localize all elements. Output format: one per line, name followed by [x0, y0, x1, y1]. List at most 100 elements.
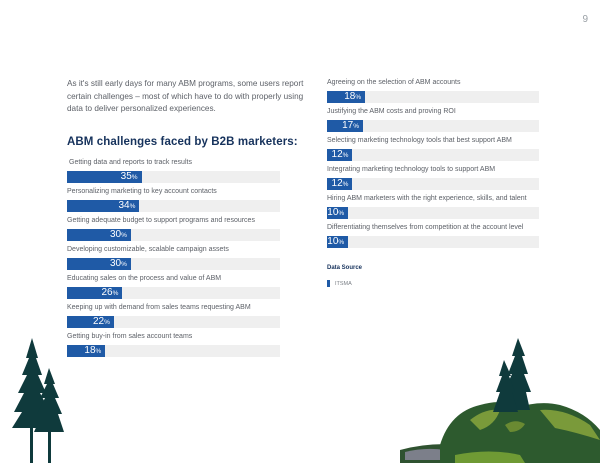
bar-category-label: Getting data and reports to track result…: [69, 159, 192, 166]
bar-value-label: 12%: [332, 178, 349, 190]
bar-value-number: 22: [92, 316, 105, 327]
data-source-entry: ITSMA: [327, 280, 362, 287]
bar-value-percent-sign: %: [342, 152, 349, 159]
bar-value-label: 34%: [119, 200, 136, 212]
bar-value-number: 30: [109, 229, 122, 240]
bar-item: Educating sales on the process and value…: [67, 274, 280, 303]
bar-fill: 12%: [327, 149, 353, 161]
bar-value-percent-sign: %: [121, 261, 127, 268]
bar-category-label: Justifying the ABM costs and proving ROI: [327, 108, 456, 115]
bar-track: 10%: [327, 207, 539, 219]
bar-fill: 10%: [327, 207, 349, 219]
bar-value-label: 17%: [342, 120, 359, 132]
bar-value-percent-sign: %: [121, 232, 127, 239]
bar-value-label: 26%: [101, 287, 118, 299]
bar-fill: 22%: [67, 316, 114, 328]
bar-value-number: 30: [109, 258, 122, 269]
bar-item: Getting adequate budget to support progr…: [67, 216, 280, 245]
bar-item: Differentiating themselves from competit…: [327, 223, 539, 252]
bar-value-number: 10: [327, 207, 339, 218]
bar-item: Getting data and reports to track result…: [67, 158, 280, 187]
bar-track: 30%: [67, 229, 280, 241]
hill-illustration: [400, 402, 600, 463]
bar-track: 22%: [67, 316, 280, 328]
bar-chart-left-column: Getting data and reports to track result…: [67, 158, 280, 361]
bar-category-label: Agreeing on the selection of ABM account…: [327, 79, 461, 86]
bar-track: 10%: [327, 236, 539, 248]
data-source: Data Source ITSMA: [327, 265, 362, 287]
bar-category-label: Personalizing marketing to key account c…: [67, 188, 217, 195]
bar-chart-right-column: Agreeing on the selection of ABM account…: [327, 78, 539, 252]
left-trees-illustration: [12, 338, 64, 463]
bar-category-label: Developing customizable, scalable campai…: [67, 246, 229, 253]
right-trees-illustration: [493, 338, 531, 412]
bar-item: Keeping up with demand from sales teams …: [67, 303, 280, 332]
bar-value-label: 30%: [110, 258, 127, 270]
bar-value-number: 18: [344, 91, 356, 102]
intro-paragraph: As it's still early days for many ABM pr…: [67, 79, 304, 114]
bar-value-number: 35: [120, 171, 132, 182]
bar-value-label: 22%: [93, 316, 110, 328]
source-swatch: [327, 280, 330, 287]
bar-item: Agreeing on the selection of ABM account…: [327, 78, 539, 107]
bar-track: 18%: [67, 345, 280, 357]
page-number: 9: [582, 14, 588, 25]
chart-title: ABM challenges faced by B2B marketers:: [67, 136, 298, 148]
bar-value-number: 26: [101, 287, 113, 298]
bar-value-label: 18%: [84, 345, 101, 357]
bar-fill: 30%: [67, 229, 131, 241]
bar-track: 30%: [67, 258, 280, 270]
bar-value-number: 34: [118, 200, 130, 211]
bar-value-number: 17: [342, 120, 354, 131]
bar-value-number: 18: [84, 345, 96, 356]
bar-fill: 35%: [67, 171, 142, 183]
data-source-title: Data Source: [327, 265, 363, 271]
bar-value-label: 12%: [332, 149, 349, 161]
bar-value-percent-sign: %: [112, 290, 119, 297]
bar-fill: 26%: [67, 287, 123, 299]
bar-value-percent-sign: %: [353, 123, 360, 130]
bar-category-label: Hiring ABM marketers with the right expe…: [327, 195, 527, 202]
bar-value-number: 12: [331, 149, 343, 160]
bar-value-percent-sign: %: [342, 181, 349, 188]
bar-item: Hiring ABM marketers with the right expe…: [327, 194, 539, 223]
bar-item: Selecting marketing technology tools tha…: [327, 136, 539, 165]
bar-category-label: Differentiating themselves from competit…: [327, 224, 524, 231]
bar-item: Justifying the ABM costs and proving ROI…: [327, 107, 539, 136]
bar-value-label: 10%: [327, 207, 344, 219]
bar-category-label: Keeping up with demand from sales teams …: [67, 304, 251, 311]
bar-fill: 30%: [67, 258, 131, 270]
bar-fill: 18%: [67, 345, 106, 357]
bar-item: Developing customizable, scalable campai…: [67, 245, 280, 274]
bar-item: Personalizing marketing to key account c…: [67, 187, 280, 216]
bar-value-label: 35%: [121, 171, 138, 183]
bar-category-label: Getting adequate budget to support progr…: [67, 217, 255, 224]
bar-item: Getting buy-in from sales account teams 1…: [67, 332, 280, 361]
bar-track: 26%: [67, 287, 280, 299]
bar-fill: 10%: [327, 236, 349, 248]
bar-value-number: 12: [331, 178, 343, 189]
bar-track: 34%: [67, 200, 280, 212]
bar-item: Integrating marketing technology tools t…: [327, 165, 539, 194]
bar-value-number: 10: [327, 236, 339, 247]
bar-value-percent-sign: %: [129, 203, 136, 210]
bar-fill: 17%: [327, 120, 364, 132]
bar-fill: 34%: [67, 200, 140, 212]
bar-value-label: 30%: [110, 229, 127, 241]
bar-value-label: 18%: [344, 91, 361, 103]
bar-value-percent-sign: %: [95, 348, 102, 355]
bar-value-percent-sign: %: [104, 319, 110, 326]
bar-fill: 12%: [327, 178, 353, 190]
bar-track: 35%: [67, 171, 280, 183]
bar-fill: 18%: [327, 91, 366, 103]
data-source-name: ITSMA: [335, 280, 352, 287]
bar-track: 12%: [327, 178, 539, 190]
bar-track: 18%: [327, 91, 539, 103]
bar-category-label: Integrating marketing technology tools t…: [327, 166, 496, 173]
bar-category-label: Selecting marketing technology tools tha…: [327, 137, 512, 144]
bar-track: 12%: [327, 149, 539, 161]
bar-value-percent-sign: %: [131, 174, 138, 181]
bar-value-percent-sign: %: [338, 210, 345, 217]
bar-track: 17%: [327, 120, 539, 132]
bar-category-label: Getting buy-in from sales account teams: [67, 333, 193, 340]
